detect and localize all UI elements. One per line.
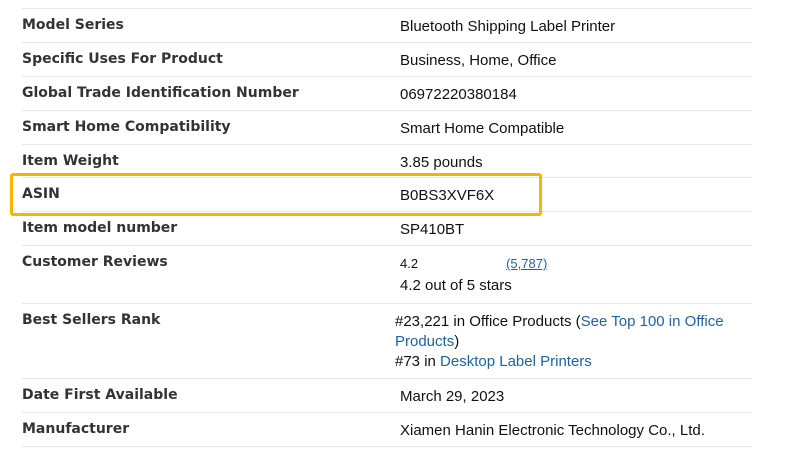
row-customer-reviews: Customer Reviews 4.2 (5,787) 4.2 out of 5… <box>22 246 752 304</box>
row-value: March 29, 2023 <box>400 388 505 405</box>
asin-highlight-box <box>10 173 542 216</box>
row-value: Xiamen Hanin Electronic Technology Co., … <box>400 422 705 439</box>
row-label: Manufacturer <box>22 421 130 437</box>
row-value: Business, Home, Office <box>400 52 557 69</box>
desktop-label-printers-link[interactable]: Desktop Label Printers <box>440 353 592 370</box>
row-value: 06972220380184 <box>400 86 517 103</box>
row-label: Date First Available <box>22 387 178 403</box>
row-label: ASIN <box>22 186 60 202</box>
row-best-sellers-rank: Best Sellers Rank #23,221 in Office Prod… <box>22 304 752 379</box>
row-label: Best Sellers Rank <box>22 312 161 328</box>
review-count-link[interactable]: (5,787) <box>506 256 548 271</box>
row-label: Specific Uses For Product <box>22 51 223 67</box>
paren: ) <box>454 333 460 350</box>
row-label: Customer Reviews <box>22 254 168 270</box>
stars-text: 4.2 out of 5 stars <box>400 277 512 294</box>
row-value: Bluetooth Shipping Label Printer <box>400 18 616 35</box>
row-label: Model Series <box>22 17 124 33</box>
rating: 4.2 <box>400 256 419 271</box>
row-smart-home: Smart Home Compatibility Smart Home Compa… <box>22 111 752 145</box>
top-100-office-link[interactable]: See Top 100 in Office Products <box>395 313 724 350</box>
row-label: Smart Home Compatibility <box>22 119 231 135</box>
row-value: SP410BT <box>400 221 465 238</box>
row-specific-uses: Specific Uses For Product Business, Home,… <box>22 43 752 77</box>
row-gtin: Global Trade Identification Number 069722… <box>22 77 752 111</box>
row-model-number: Item model number SP410BT <box>22 212 752 246</box>
best-sellers-value: #23,221 in Office Products (See Top 100 … <box>395 312 735 372</box>
reviews-value: 4.2 (5,787) 4.2 out of 5 stars <box>400 254 547 296</box>
row-value: Smart Home Compatible <box>400 120 565 137</box>
row-label: Item model number <box>22 220 178 236</box>
rank-office: #23,221 in Office Products ( <box>395 313 581 330</box>
row-date-first-available: Date First Available March 29, 2023 <box>22 379 752 413</box>
rank-label-printers: #73 in <box>395 353 441 370</box>
row-label: Item Weight <box>22 153 119 169</box>
row-manufacturer: Manufacturer Xiamen Hanin Electronic Tech… <box>22 413 752 447</box>
row-asin: ASIN B0BS3XVF6X <box>22 178 752 212</box>
row-label: Global Trade Identification Number <box>22 85 299 101</box>
row-value: B0BS3XVF6X <box>400 187 495 204</box>
row-item-weight: Item Weight 3.85 pounds <box>22 145 752 178</box>
row-value: 3.85 pounds <box>400 154 483 171</box>
product-details-table: Model Series Bluetooth Shipping Label Pri… <box>22 8 752 447</box>
row-model-series: Model Series Bluetooth Shipping Label Pri… <box>22 9 752 43</box>
